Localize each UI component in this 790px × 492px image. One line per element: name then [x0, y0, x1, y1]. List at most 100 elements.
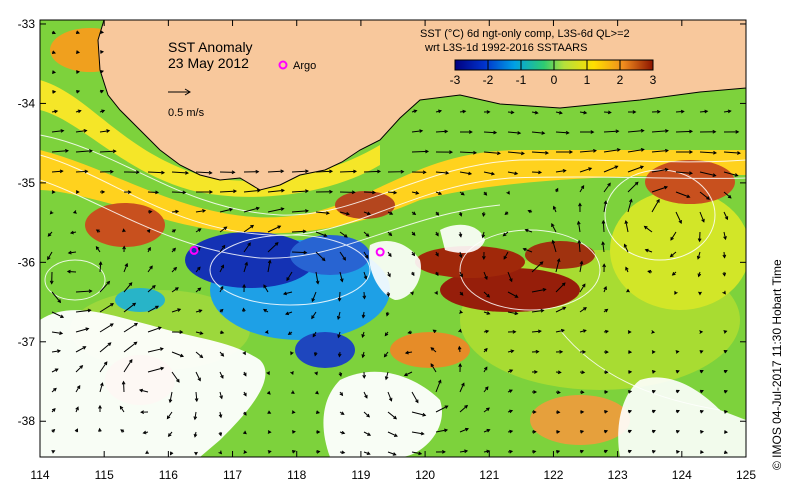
velocity-vector-head	[675, 389, 680, 394]
colorbar-tick-label: -2	[483, 73, 494, 87]
velocity-vector	[219, 226, 227, 233]
velocity-vector-head	[509, 429, 514, 434]
velocity-vector-head	[604, 350, 609, 354]
longitude-axis: 114 115 116 117 118 119 120 121 122 123 124 125	[30, 20, 756, 482]
velocity-vector-head	[52, 70, 57, 74]
title-block: SST Anomaly 23 May 2012 Argo 0.5 m/s	[168, 39, 316, 119]
velocity-vector-head	[59, 331, 64, 335]
velocity-vector	[123, 302, 136, 313]
velocity-vector-head	[372, 190, 376, 195]
velocity-vector-head	[727, 109, 732, 114]
velocity-vector-head	[89, 149, 93, 153]
argo-float-marker	[189, 245, 199, 255]
velocity-vector	[195, 351, 203, 358]
velocity-vector-head	[415, 399, 419, 404]
credit-block: © IMOS 04-Jul-2017 11:30 Hobart Time	[770, 259, 784, 470]
velocity-vector-head	[362, 295, 367, 300]
velocity-vector	[75, 328, 89, 333]
velocity-vector-head	[388, 397, 393, 402]
velocity-vector	[311, 291, 317, 302]
streamline	[44, 259, 106, 301]
velocity-vector-head	[377, 169, 382, 174]
velocity-vector	[483, 271, 488, 280]
velocity-vector	[123, 341, 137, 353]
velocity-vector-head	[532, 410, 537, 414]
velocity-vector	[195, 210, 206, 213]
velocity-vector-head	[535, 349, 540, 354]
velocity-vector-head	[583, 110, 588, 115]
velocity-vector-head	[435, 252, 439, 257]
velocity-vector-head	[504, 211, 509, 216]
velocity-vector-head	[138, 388, 144, 393]
velocity-vector	[627, 166, 644, 173]
velocity-vector-head	[700, 450, 705, 454]
velocity-vector	[483, 131, 497, 134]
colorbar-tick-label: -1	[516, 73, 527, 87]
velocity-vector	[579, 185, 585, 193]
velocity-vector-head	[362, 374, 367, 379]
velocity-vector	[339, 170, 357, 173]
velocity-vector-head	[60, 314, 65, 318]
velocity-vector	[51, 291, 61, 303]
velocity-vector	[147, 305, 159, 313]
velocity-vector-head	[533, 370, 538, 374]
velocity-vector-head	[607, 182, 611, 187]
velocity-vector-head	[734, 173, 739, 177]
velocity-vector-head	[51, 190, 56, 194]
velocity-vector-head	[305, 189, 310, 194]
velocity-vector-head	[303, 250, 308, 255]
velocity-vector	[171, 171, 188, 174]
velocity-vector	[147, 171, 165, 174]
velocity-vector-head	[202, 209, 207, 213]
velocity-vector-head	[128, 282, 133, 286]
velocity-vector-head	[267, 450, 272, 454]
velocity-vector	[670, 251, 677, 257]
velocity-vector-head	[651, 449, 656, 454]
velocity-vector-head	[616, 148, 621, 152]
velocity-vector-head	[400, 169, 405, 174]
velocity-vector	[219, 371, 224, 379]
velocity-vector-head	[155, 190, 160, 195]
velocity-vector-head	[98, 404, 102, 409]
velocity-vector-head	[651, 350, 656, 354]
velocity-vector	[385, 371, 389, 380]
velocity-vector-head	[76, 89, 81, 94]
velocity-vector-head	[69, 230, 74, 235]
velocity-vector	[363, 191, 375, 194]
velocity-vector	[99, 323, 114, 333]
velocity-vector-head	[604, 449, 608, 454]
velocity-vector	[525, 229, 533, 233]
velocity-vector-head	[316, 449, 321, 454]
velocity-vector	[577, 221, 581, 233]
velocity-vector	[283, 291, 293, 295]
velocity-vector-head	[545, 151, 549, 155]
velocity-vector-head	[280, 169, 285, 174]
velocity-vector-head	[197, 228, 202, 232]
velocity-vector	[651, 130, 668, 133]
velocity-vector-head	[142, 430, 147, 435]
velocity-vector	[171, 371, 180, 383]
velocity-vector	[555, 258, 560, 273]
velocity-vector-head	[167, 433, 172, 438]
cool-anomaly-east	[290, 235, 370, 275]
velocity-vector-head	[193, 416, 198, 421]
velocity-vector-head	[76, 70, 81, 74]
velocity-vector-head	[386, 293, 391, 298]
velocity-vector	[194, 411, 197, 420]
velocity-vector	[411, 391, 419, 403]
lon-tick-label: 117	[223, 468, 242, 482]
velocity-vector-head	[712, 173, 717, 177]
velocity-vector-head	[285, 311, 290, 316]
velocity-vector-head	[623, 243, 628, 248]
velocity-vector	[627, 199, 632, 213]
velocity-vector-head	[626, 288, 630, 293]
velocity-vector-head	[243, 450, 248, 454]
velocity-vector	[507, 291, 518, 298]
velocity-vector	[267, 208, 284, 213]
velocity-vector-head	[432, 329, 437, 334]
lon-tick-label: 121	[479, 468, 499, 482]
velocity-vector	[579, 261, 583, 273]
velocity-vector-head	[54, 109, 59, 114]
colorbar-tick-label: 2	[617, 73, 624, 87]
